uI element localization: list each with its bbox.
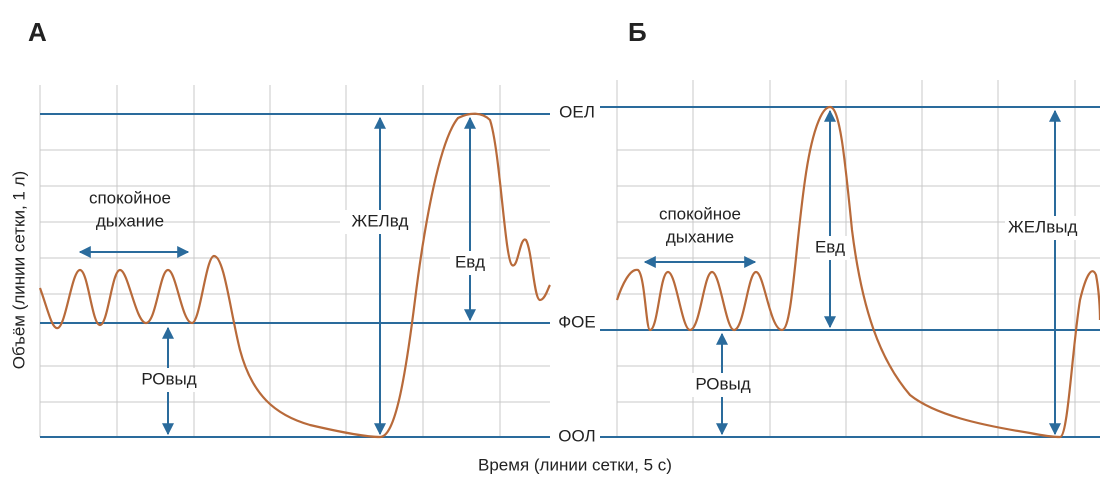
curve-b (615, 105, 1100, 439)
annotation: ЖЕЛвд (352, 211, 409, 230)
annotation: спокойное (659, 204, 741, 223)
annotation: дыхание (666, 227, 734, 246)
panel-label: Б (628, 17, 647, 47)
level-label: ОЕЛ (559, 102, 595, 121)
grid-b (600, 80, 1100, 438)
annotation: Евд (815, 237, 845, 256)
arrows (78, 109, 1061, 436)
level-label: ООЛ (558, 426, 595, 445)
annotation: Евд (455, 252, 485, 271)
annotation: дыхание (96, 211, 164, 230)
annotation: РОвыд (695, 374, 750, 393)
annotation: ЖЕЛвыд (1008, 217, 1077, 236)
annotation: спокойное (89, 188, 171, 207)
curve-a (38, 112, 551, 439)
annotation: РОвыд (141, 369, 196, 388)
y-axis-label: Объём (линии сетки, 1 л) (9, 171, 28, 369)
panel-label: А (28, 17, 47, 47)
x-axis-label: Время (линии сетки, 5 с) (478, 455, 672, 474)
level-label: ФОЕ (558, 312, 596, 331)
grid-a (39, 85, 550, 438)
